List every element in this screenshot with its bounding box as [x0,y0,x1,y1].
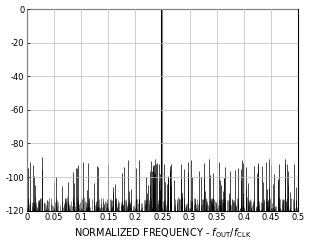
X-axis label: NORMALIZED FREQUENCY - $\mathit{f}_\mathrm{OUT}$/$\mathit{f}_\mathrm{CLK}$: NORMALIZED FREQUENCY - $\mathit{f}_\math… [74,227,251,240]
